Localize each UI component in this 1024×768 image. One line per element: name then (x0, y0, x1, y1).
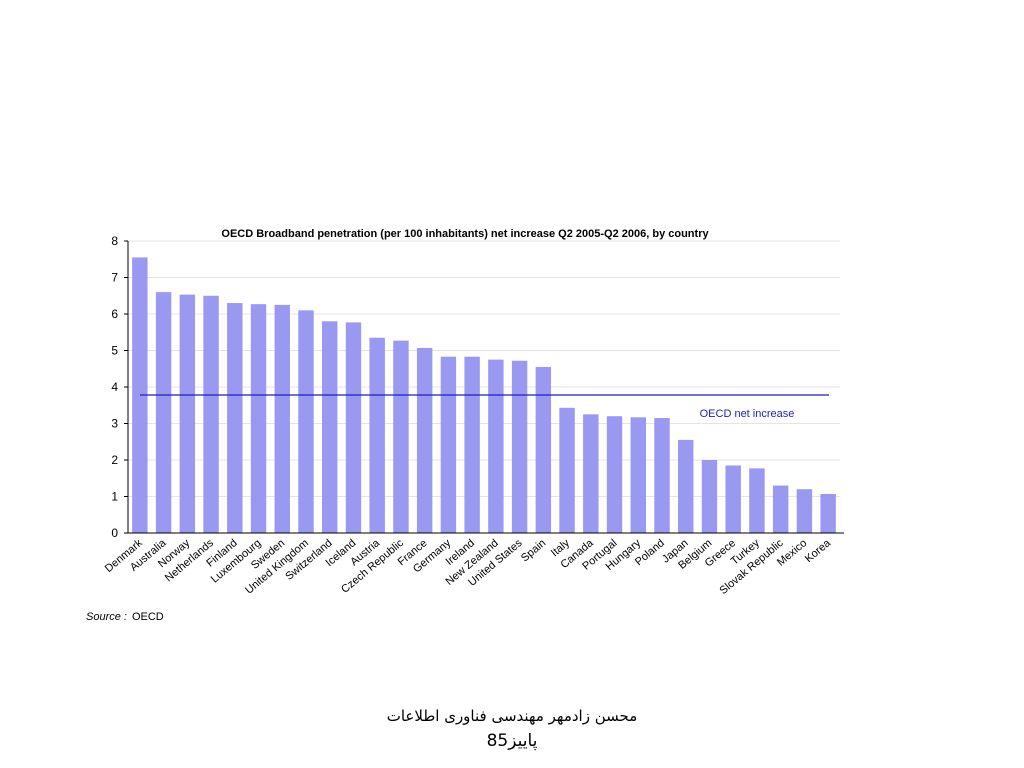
bar (678, 439, 694, 533)
y-tick-label: 2 (111, 453, 118, 467)
bar (179, 294, 196, 533)
bar (416, 347, 433, 533)
bar (227, 303, 243, 533)
bar (772, 485, 789, 533)
bar (820, 493, 836, 533)
bar (630, 417, 646, 533)
bars (132, 257, 836, 533)
bar (701, 460, 718, 533)
bar (274, 304, 290, 533)
y-tick-label: 4 (111, 380, 118, 394)
y-tick-label: 3 (111, 417, 118, 431)
bar (583, 414, 599, 533)
source-note: Source : OECD (86, 611, 164, 623)
bar (155, 292, 172, 533)
bar (393, 340, 409, 533)
y-tick-label: 7 (111, 271, 118, 285)
y-tick-label: 0 (111, 526, 118, 540)
bar (654, 418, 670, 533)
y-tick-label: 8 (111, 234, 118, 248)
y-tick-labels: 0 1 2 3 4 5 6 7 8 (111, 234, 118, 540)
bar (132, 257, 148, 533)
footer-date-line: پاییز85 (486, 731, 538, 751)
chart-title: OECD Broadband penetration (per 100 inha… (221, 228, 709, 240)
axes (124, 240, 844, 534)
source-label: Source : (86, 611, 127, 623)
gridlines (128, 240, 840, 497)
y-tick-label: 1 (111, 490, 118, 504)
bar (725, 465, 741, 533)
bar (535, 366, 552, 533)
y-tick-label: 6 (111, 307, 118, 321)
bar (369, 337, 385, 533)
bar (749, 468, 765, 533)
x-tick-label: Korea (803, 537, 834, 566)
bar (464, 356, 480, 533)
bar (559, 407, 575, 533)
bar (511, 360, 528, 533)
footer-author-line: محسن زادمهر مهندسی فناوری اطلاعات (386, 707, 638, 725)
bar (322, 321, 338, 533)
bar (488, 359, 504, 533)
x-tick-label: Spain (519, 537, 548, 564)
oecd-average-label: OECD net increase (700, 408, 795, 420)
bar (298, 310, 314, 533)
bar (796, 489, 813, 533)
y-tick-label: 5 (111, 344, 118, 358)
bar (250, 304, 267, 533)
x-tick-labels: DenmarkAustraliaNorwayNetherlandsFinland… (103, 537, 834, 597)
reference-line-group: OECD net increase (140, 394, 829, 420)
bar (606, 416, 623, 533)
source-value: OECD (131, 611, 164, 623)
bar (345, 322, 362, 533)
bar (203, 295, 219, 533)
bar (440, 356, 457, 533)
